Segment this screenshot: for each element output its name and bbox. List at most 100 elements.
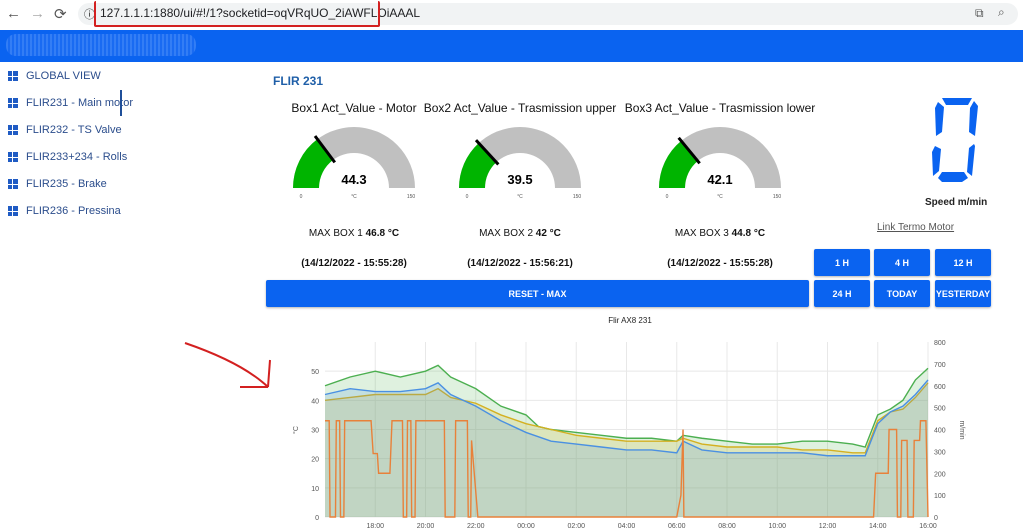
x-tick-label: 20:00 xyxy=(417,523,435,530)
zoom-icon[interactable]: ⌕ xyxy=(998,5,1005,19)
temperature-chart: 18:00 20:00 22:00 00:00 02:00 04:00 06:00 08:00… xyxy=(292,340,965,530)
gauge-min: 0 xyxy=(466,194,469,200)
range-button[interactable]: 12 H xyxy=(935,249,991,276)
max-timestamp: (14/12/2022 - 15:55:28) xyxy=(667,258,773,269)
gauge-unit: °C xyxy=(717,194,723,200)
gauge-unit: °C xyxy=(517,194,523,200)
gauge-title: Box1 Act_Value - Motor xyxy=(291,101,417,115)
max-timestamp: (14/12/2022 - 15:55:28) xyxy=(301,258,407,269)
sidebar-item[interactable]: FLIR236 - Pressina xyxy=(8,205,121,217)
gauge-value: 39.5 xyxy=(507,172,532,187)
gauge-value: 44.3 xyxy=(341,172,366,187)
segment-c xyxy=(967,144,975,176)
series-line xyxy=(324,364,929,448)
y2-tick-label: 400 xyxy=(934,428,946,435)
redacted-logo xyxy=(6,34,196,56)
url-text[interactable]: 127.1.1.1:1880/ui/#!/1?socketid=oqVRqUO_… xyxy=(100,6,421,20)
sidebar-item-label: FLIR232 - TS Valve xyxy=(26,124,122,136)
max-label: MAX BOX 2 xyxy=(479,228,533,239)
gauge-track xyxy=(659,127,781,188)
y-tick-label: 40 xyxy=(311,398,319,405)
x-tick-label: 16:00 xyxy=(919,523,937,530)
range-button[interactable]: 24 H xyxy=(814,280,870,307)
gauge-needle xyxy=(313,135,337,164)
y-tick-label: 10 xyxy=(311,486,319,493)
y-axis-label: °C xyxy=(292,426,300,434)
series-area xyxy=(325,379,928,517)
browser-toolbar: ← → ⟳ ⓘ 127.1.1.1:1880/ui/#!/1?socketid=… xyxy=(0,0,1023,30)
y2-tick-label: 300 xyxy=(934,449,946,456)
x-tick-label: 18:00 xyxy=(366,523,384,530)
series-line xyxy=(324,382,929,454)
dashboard-icon xyxy=(8,206,18,216)
y2-tick-label: 100 xyxy=(934,493,946,500)
range-button[interactable]: 4 H xyxy=(874,249,930,276)
sidebar-item[interactable]: FLIR232 - TS Valve xyxy=(8,124,122,136)
open-external-icon[interactable]: ⧉ xyxy=(975,6,984,20)
sidebar-item-label: FLIR231 - Main motor xyxy=(26,97,133,109)
y-tick-label: 30 xyxy=(311,428,319,435)
x-tick-label: 04:00 xyxy=(618,523,636,530)
segment-f xyxy=(935,102,944,136)
dashboard-icon xyxy=(8,98,18,108)
gauge-fill xyxy=(293,139,334,188)
x-tick-label: 10:00 xyxy=(768,523,786,530)
max-timestamp: (14/12/2022 - 15:56:21) xyxy=(467,258,573,269)
y2-tick-label: 200 xyxy=(934,471,946,478)
gauge-needle xyxy=(474,139,500,166)
max-label: MAX BOX 1 xyxy=(308,228,363,239)
dashboard-icon xyxy=(8,152,18,162)
sidebar-item-label: FLIR236 - Pressina xyxy=(26,205,121,217)
x-tick-label: 22:00 xyxy=(467,523,485,530)
y2-tick-label: 700 xyxy=(934,362,946,369)
gauge-max: 150 xyxy=(573,194,582,200)
link-termo-motor[interactable]: Link Termo Motor xyxy=(877,222,955,233)
max-value: 42 °C xyxy=(535,228,561,239)
reload-icon[interactable]: ⟳ xyxy=(54,6,67,23)
y2-tick-label: 500 xyxy=(934,406,946,413)
gauge: 39.5 0 150 °C xyxy=(459,127,582,200)
dashboard-icon xyxy=(8,71,18,81)
dashboard-icon xyxy=(8,179,18,189)
range-button[interactable]: TODAY xyxy=(874,280,930,307)
gauge-title: Box2 Act_Value - Trasmission upper xyxy=(423,101,617,115)
y-tick-label: 0 xyxy=(315,515,319,522)
sidebar-item[interactable]: GLOBAL VIEW xyxy=(8,70,101,82)
gauge-title: Box3 Act_Value - Trasmission lower xyxy=(624,101,816,115)
range-button[interactable]: YESTERDAY xyxy=(935,280,991,307)
gauge-fill xyxy=(659,140,698,188)
y2-tick-label: 600 xyxy=(934,384,946,391)
max-box-label: MAX BOX 3 44.8 °C xyxy=(620,228,820,239)
sidebar-item[interactable]: FLIR235 - Brake xyxy=(8,178,107,190)
segment-a xyxy=(942,98,972,105)
red-annotation-arrow xyxy=(184,342,271,388)
sidebar-item[interactable]: FLIR233+234 - Rolls xyxy=(8,151,127,163)
segment-b xyxy=(969,101,978,136)
speed-label: Speed m/min xyxy=(925,197,988,208)
gauge: 42.1 0 150 °C xyxy=(659,127,782,200)
max-box-label: MAX BOX 1 46.8 °C xyxy=(254,228,454,239)
max-box-label: MAX BOX 2 42 °C xyxy=(420,228,620,239)
address-bar[interactable] xyxy=(78,3,1018,25)
sidebar-item-label: FLIR233+234 - Rolls xyxy=(26,151,128,163)
y2-tick-label: 0 xyxy=(934,515,938,522)
series-line xyxy=(324,379,929,457)
gauge-value: 42.1 xyxy=(707,172,732,187)
gauge-min: 0 xyxy=(300,194,303,200)
forward-icon[interactable]: → xyxy=(30,5,45,22)
range-button[interactable]: 1 H xyxy=(814,249,870,276)
gauge-max: 150 xyxy=(773,194,782,200)
series-line xyxy=(325,420,929,518)
chart-title: Flir AX8 231 xyxy=(608,316,652,325)
reset-max-button[interactable]: RESET - MAX xyxy=(266,280,809,307)
x-tick-label: 00:00 xyxy=(517,523,535,530)
sidebar-item[interactable]: FLIR231 - Main motor xyxy=(8,97,133,109)
gauge-track xyxy=(293,127,415,188)
page-title: FLIR 231 xyxy=(273,74,324,88)
gauge-unit: °C xyxy=(351,194,357,200)
info-icon[interactable]: ⓘ xyxy=(84,9,95,21)
sidebar-item-label: GLOBAL VIEW xyxy=(26,70,101,82)
y-tick-label: 50 xyxy=(311,369,319,376)
back-icon[interactable]: ← xyxy=(6,5,21,22)
x-tick-label: 14:00 xyxy=(869,523,887,530)
